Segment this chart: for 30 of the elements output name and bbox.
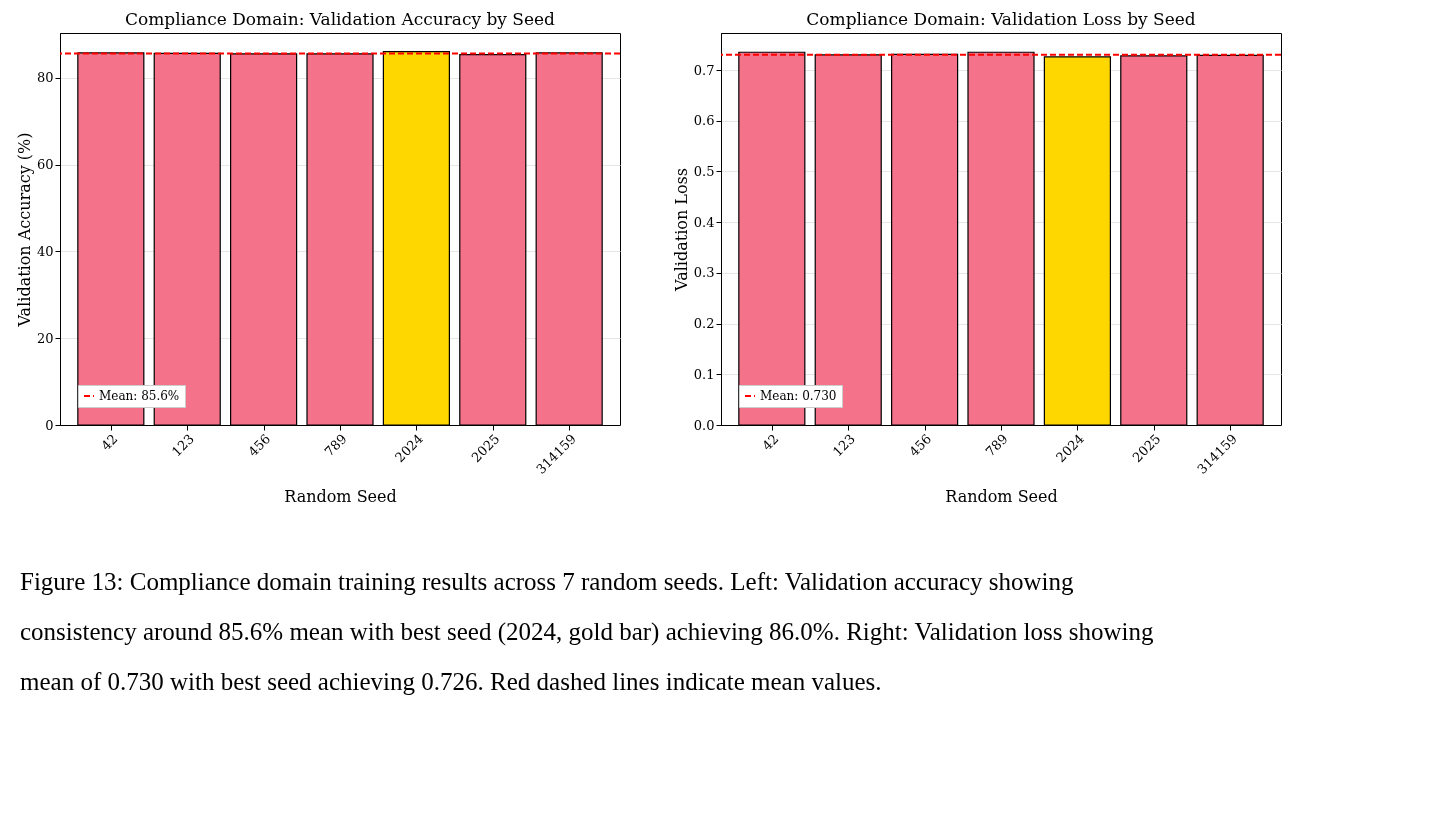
x-axis-title: Random Seed <box>284 486 397 506</box>
y-tick-label: 80 <box>36 70 54 86</box>
y-tick-label: 0.4 <box>693 214 715 230</box>
y-tick-label: 40 <box>36 243 54 259</box>
y-tick-label: 0.7 <box>693 62 715 78</box>
x-tick-label: 123 <box>168 431 197 460</box>
x-tick-label: 789 <box>321 431 350 460</box>
chart-title: Compliance Domain: Validation Loss by Seed <box>806 9 1196 29</box>
x-tick-label: 123 <box>829 431 858 460</box>
y-axis-title: Validation Accuracy (%) <box>14 132 34 328</box>
y-tick-label: 0.3 <box>693 265 715 281</box>
y-tick-label: 0.0 <box>693 417 715 433</box>
y-tick-label: 0.5 <box>693 163 715 179</box>
y-tick-label: 0.6 <box>693 113 715 129</box>
x-tick-label: 456 <box>245 431 274 460</box>
x-tick-label: 456 <box>906 431 935 460</box>
y-tick-label: 60 <box>36 157 54 173</box>
legend-label: Mean: 85.6% <box>99 389 180 403</box>
x-tick-label: 789 <box>982 431 1011 460</box>
y-tick-label: 20 <box>36 330 54 346</box>
y-tick-label: 0.1 <box>693 366 715 382</box>
caption: Figure 13: Compliance domain training results across 7 random seeds. Left: Validation accuracy showing consistency around 85.6% mean with best seed (2024, gold bar) achieving 86.0%. Right: Validation loss showing mean of 0.730 with best seed achieving 0.726. Red dashed lines indicate mean values. <box>20 568 1154 695</box>
legend-label: Mean: 0.730 <box>760 389 837 403</box>
y-tick-label: 0 <box>45 417 54 433</box>
y-axis-title: Validation Loss <box>671 168 691 292</box>
x-axis-title: Random Seed <box>945 486 1058 506</box>
y-tick-label: 0.2 <box>693 316 715 332</box>
x-tick-label: 42 <box>759 431 782 454</box>
chart-title: Compliance Domain: Validation Accuracy by Seed <box>124 9 556 29</box>
x-tick-label: 42 <box>98 431 121 454</box>
